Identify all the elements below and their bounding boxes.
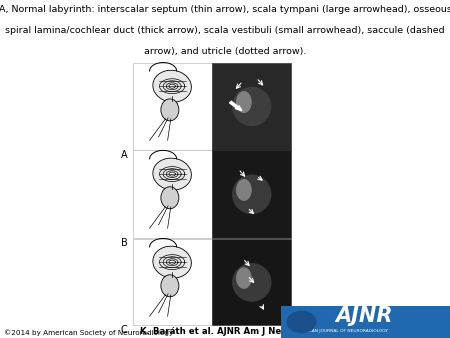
Bar xyxy=(133,239,212,325)
Ellipse shape xyxy=(232,87,271,126)
Ellipse shape xyxy=(153,158,191,190)
Text: A: A xyxy=(121,150,127,161)
Text: AMERICAN JOURNAL OF NEURORADIOLOGY: AMERICAN JOURNAL OF NEURORADIOLOGY xyxy=(295,329,388,333)
Text: C: C xyxy=(121,325,127,336)
Ellipse shape xyxy=(232,174,271,214)
Text: arrow), and utricle (dotted arrow).: arrow), and utricle (dotted arrow). xyxy=(144,47,306,56)
Ellipse shape xyxy=(236,91,252,113)
Ellipse shape xyxy=(161,187,179,209)
Text: AJNR: AJNR xyxy=(335,306,393,326)
Text: spiral lamina/cochlear duct (thick arrow), scala vestibuli (small arrowhead), sa: spiral lamina/cochlear duct (thick arrow… xyxy=(5,26,445,35)
Ellipse shape xyxy=(153,246,191,278)
Ellipse shape xyxy=(161,275,179,297)
Bar xyxy=(133,63,212,150)
Text: B: B xyxy=(121,238,127,248)
Bar xyxy=(133,150,212,238)
Bar xyxy=(212,150,291,238)
Ellipse shape xyxy=(236,179,252,201)
Circle shape xyxy=(287,311,316,333)
Ellipse shape xyxy=(161,99,179,121)
Ellipse shape xyxy=(232,263,271,302)
Bar xyxy=(281,306,450,338)
Text: K. Baráth et al. AJNR Am J Neuroradiol 2014;35:1187-1392: K. Baráth et al. AJNR Am J Neuroradiol 2… xyxy=(140,327,423,336)
Bar xyxy=(212,239,291,325)
Text: A, Normal labyrinth: interscalar septum (thin arrow), scala tympani (large arrow: A, Normal labyrinth: interscalar septum … xyxy=(0,5,450,14)
Ellipse shape xyxy=(153,70,191,102)
Bar xyxy=(212,63,291,150)
Ellipse shape xyxy=(236,267,252,289)
Text: ©2014 by American Society of Neuroradiology: ©2014 by American Society of Neuroradiol… xyxy=(4,330,174,336)
FancyArrow shape xyxy=(230,101,242,111)
